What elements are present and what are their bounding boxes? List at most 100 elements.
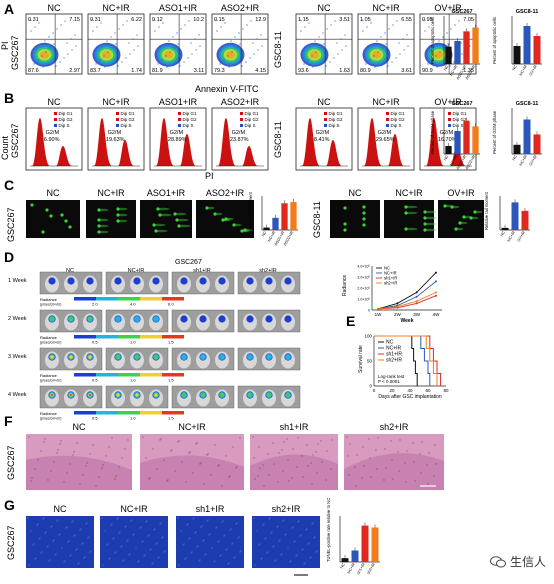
- b-legend-swatch: [324, 118, 327, 121]
- g-tunel-nucleus: [49, 559, 51, 561]
- g-tunel-nucleus: [42, 518, 44, 520]
- d-line-point: [415, 302, 418, 305]
- c-comet-tail: [158, 213, 172, 217]
- b-legend-swatch: [240, 118, 243, 121]
- g-tunel-nucleus: [202, 540, 204, 542]
- bar-A2-bar: [513, 46, 521, 64]
- c-comet-head: [205, 206, 209, 210]
- a-flow-event: [95, 63, 97, 65]
- c-comet-head: [177, 224, 181, 228]
- c-comet-head: [404, 211, 408, 215]
- bar-G-ylabel: TUNEL-positive rate relative to NC: [326, 498, 331, 562]
- d-signal: [68, 316, 74, 322]
- f-he-nucleus: [115, 475, 117, 477]
- g-tunel-nucleus: [299, 535, 301, 537]
- d-colorbar-segment: [162, 335, 184, 339]
- c-comet-head: [97, 218, 101, 222]
- c-comet-head: [404, 205, 408, 209]
- e-xtick: 20: [389, 388, 395, 393]
- a-flow-event: [100, 22, 102, 24]
- g-tunel-nucleus: [123, 559, 125, 561]
- bar-G-bar: [341, 558, 349, 562]
- a-flow-event: [239, 43, 241, 45]
- b-condition-header: NC: [318, 97, 331, 107]
- f-he-nucleus: [56, 452, 58, 454]
- g-tunel-nucleus: [233, 557, 235, 559]
- f-he-nucleus: [232, 446, 234, 448]
- g-tunel-nucleus: [198, 560, 200, 562]
- a-quadrant-ur: 6.55: [401, 17, 412, 23]
- c-comet-head: [60, 213, 64, 217]
- g-tunel-nucleus: [206, 520, 208, 522]
- f-he-nucleus: [390, 440, 392, 442]
- d-colorbar-segment: [74, 297, 96, 301]
- c-comet-head: [97, 208, 101, 212]
- f-he-nucleus: [326, 450, 328, 452]
- a-flow-density: [164, 51, 173, 59]
- d-signal: [180, 315, 188, 323]
- g-tunel-nucleus: [278, 540, 280, 542]
- a-flow-density: [102, 51, 111, 59]
- g-tunel-nucleus: [156, 542, 158, 544]
- f-he-nucleus: [221, 485, 223, 487]
- a-flow-event: [190, 42, 192, 44]
- g-tunel-nucleus: [260, 558, 262, 560]
- d-signal: [114, 277, 122, 285]
- c-comet-tail: [404, 205, 418, 209]
- a-flow-event: [235, 47, 237, 49]
- g-tunel-nucleus: [163, 551, 165, 553]
- d-row-label: 1 Week: [8, 278, 27, 284]
- a-condition-header: NC+IR: [102, 3, 130, 13]
- a-condition-header: ASO1+IR: [159, 3, 198, 13]
- g-tunel-nucleus: [184, 558, 186, 560]
- g-tunel-nucleus: [39, 537, 41, 539]
- g-tunel-nucleus: [187, 523, 189, 525]
- f-he-nucleus: [101, 467, 103, 469]
- d-signal: [181, 354, 187, 360]
- b-legend-swatch: [54, 118, 57, 121]
- b-condition-header: NC+IR: [102, 97, 130, 107]
- c-comet-image: [330, 200, 380, 238]
- a-flow-event: [230, 40, 232, 42]
- f-he-nucleus: [419, 453, 421, 455]
- d-colorbar-tick: 1.0: [130, 378, 136, 383]
- b-legend-swatch: [448, 118, 451, 121]
- a-flow-event: [460, 42, 462, 44]
- bar-C2-xtick: OV+IR: [517, 230, 526, 242]
- c-comet-tail: [404, 227, 418, 231]
- a-flow-event: [227, 55, 229, 57]
- g-tunel-nucleus: [158, 556, 160, 558]
- bar-C1-bar: [272, 217, 279, 230]
- g-tunel-nucleus: [279, 539, 281, 541]
- a-flow-event: [103, 55, 105, 57]
- a-flow-event: [111, 47, 113, 49]
- d-signal: [265, 277, 273, 285]
- g-tunel-nucleus: [295, 555, 297, 557]
- d-colorbar-segment: [162, 411, 184, 415]
- a-flow-event: [406, 34, 408, 36]
- g-tunel-nucleus: [139, 527, 141, 529]
- a-flow-event: [66, 42, 68, 44]
- a-left-group-label: GSC267: [10, 35, 20, 70]
- c-comet-head: [423, 210, 427, 214]
- a-flow-event: [55, 65, 57, 67]
- g-tunel-nucleus: [263, 523, 265, 525]
- b-condition-header: NC+IR: [372, 97, 400, 107]
- a-flow-event: [188, 20, 190, 22]
- c-comet-head: [343, 222, 347, 226]
- d-line-xtick: 4W: [433, 312, 441, 317]
- d-signal: [247, 354, 253, 360]
- d-colorbar-segment: [96, 297, 118, 301]
- c-comet-head: [158, 213, 162, 217]
- a-x-axis-label: Annexin V-FITC: [195, 84, 259, 94]
- c-comet-head: [116, 207, 120, 211]
- d-column-header: NC+IR: [128, 268, 145, 274]
- d-colorbar-tick: 1.5: [168, 416, 174, 421]
- g-tunel-nucleus: [40, 552, 42, 554]
- g-tunel-nucleus: [262, 524, 264, 526]
- f-he-nucleus: [384, 448, 386, 450]
- e-legend-label: NC: [386, 340, 394, 346]
- g-tunel-nucleus: [141, 541, 143, 543]
- a-flow-event: [106, 40, 108, 42]
- g-tunel-nucleus: [273, 545, 275, 547]
